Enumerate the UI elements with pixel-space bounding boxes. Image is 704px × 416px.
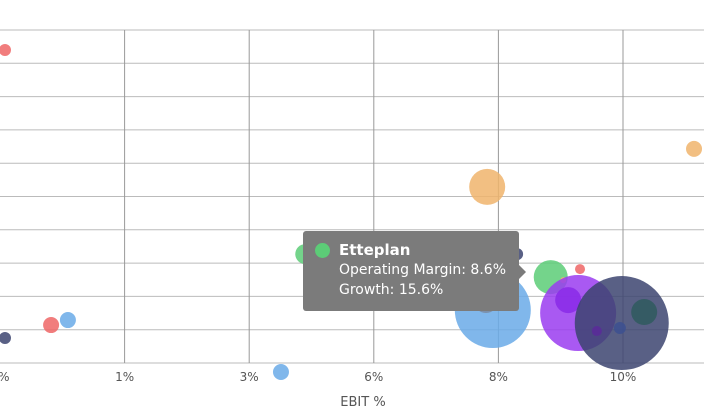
x-axis-ticks: 0% 1% 3% 6% 8% 10%: [0, 370, 636, 384]
x-tick-label: 6%: [364, 370, 383, 384]
tooltip-title: Etteplan: [339, 241, 411, 259]
bubble[interactable]: [59, 312, 76, 329]
tooltip-operating-margin: Operating Margin: 8.6%: [339, 262, 506, 278]
bubble[interactable]: [591, 326, 602, 337]
bubble[interactable]: [469, 168, 506, 205]
x-tick-label: 1%: [115, 370, 134, 384]
x-tick-label: 3%: [240, 370, 259, 384]
bubble[interactable]: [575, 264, 586, 275]
tooltip: Etteplan Operating Margin: 8.6% Growth: …: [303, 231, 526, 311]
bubble[interactable]: [613, 322, 626, 335]
x-axis-label: EBIT %: [340, 395, 385, 410]
x-tick-label: 0%: [0, 370, 10, 384]
tooltip-series-dot: [315, 243, 330, 258]
bubble[interactable]: [0, 332, 11, 345]
bubble[interactable]: [0, 43, 11, 56]
bubble[interactable]: [43, 317, 60, 334]
bubble[interactable]: [555, 287, 582, 314]
x-tick-label: 8%: [489, 370, 508, 384]
bubble[interactable]: [686, 140, 703, 157]
bubble[interactable]: [272, 363, 289, 380]
x-tick-label: 10%: [610, 370, 637, 384]
bubble[interactable]: [631, 299, 658, 326]
tooltip-growth: Growth: 15.6%: [339, 282, 444, 298]
